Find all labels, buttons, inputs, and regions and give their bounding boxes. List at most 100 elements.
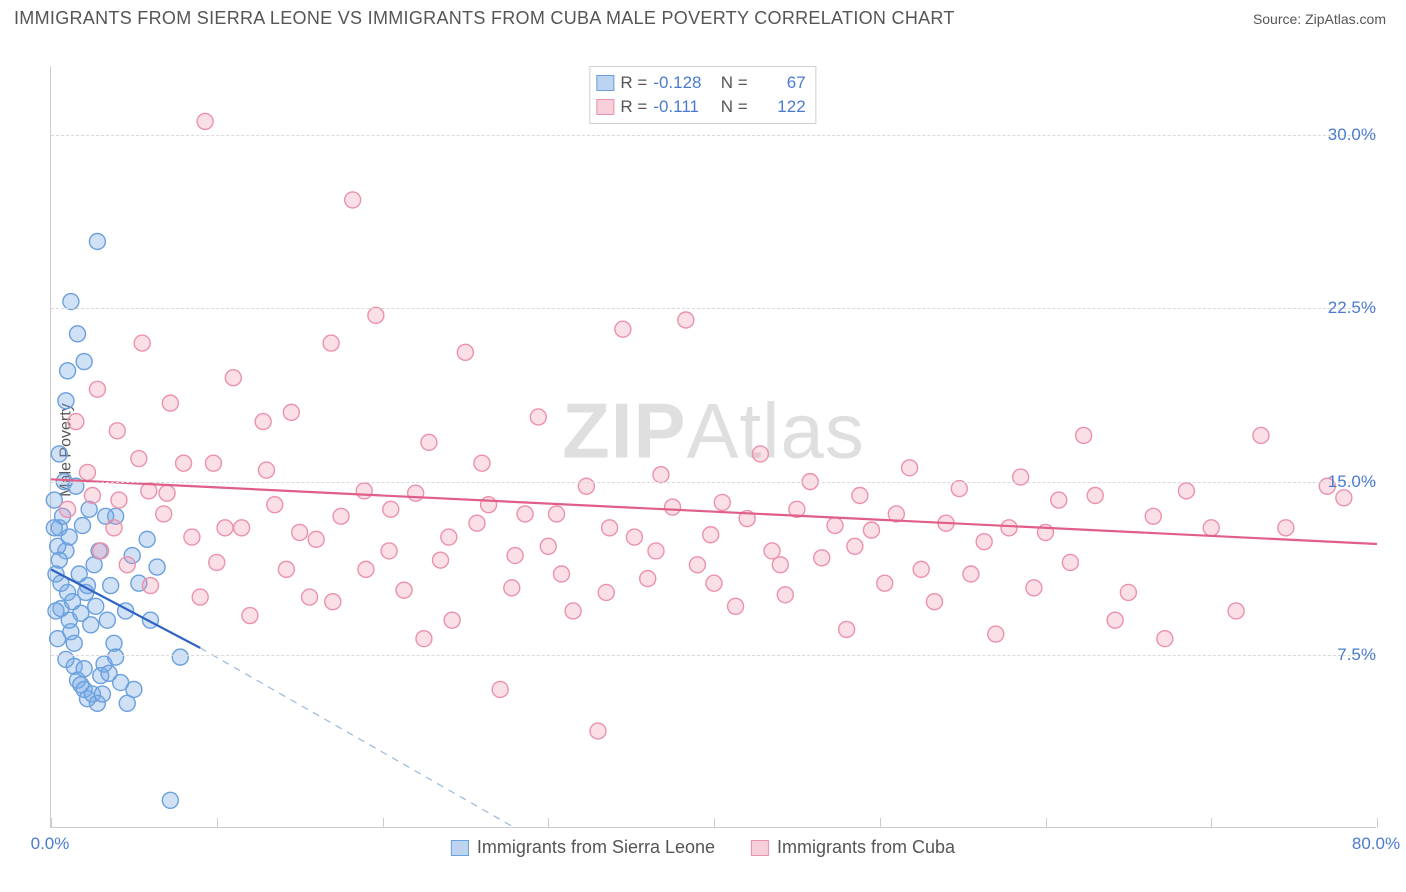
scatter-point-cuba: [323, 335, 339, 351]
scatter-point-cuba: [1336, 490, 1352, 506]
scatter-point-cuba: [469, 515, 485, 531]
scatter-point-cuba: [292, 524, 308, 540]
chart-title: IMMIGRANTS FROM SIERRA LEONE VS IMMIGRAN…: [14, 8, 955, 29]
x-tick-label: 80.0%: [1352, 834, 1400, 854]
x-tick-label: 0.0%: [31, 834, 70, 854]
scatter-point-sierra_leone: [61, 529, 77, 545]
scatter-point-cuba: [902, 460, 918, 476]
scatter-point-cuba: [706, 575, 722, 591]
trend-line-dash-sierra_leone: [200, 648, 515, 828]
legend-swatch-icon: [596, 75, 614, 91]
scatter-point-cuba: [111, 492, 127, 508]
scatter-point-cuba: [368, 307, 384, 323]
scatter-point-cuba: [383, 501, 399, 517]
scatter-point-sierra_leone: [149, 559, 165, 575]
scatter-point-cuba: [84, 487, 100, 503]
scatter-point-sierra_leone: [139, 531, 155, 547]
scatter-point-sierra_leone: [88, 598, 104, 614]
scatter-point-sierra_leone: [94, 686, 110, 702]
scatter-point-cuba: [242, 608, 258, 624]
scatter-point-cuba: [142, 578, 158, 594]
scatter-point-cuba: [234, 520, 250, 536]
scatter-point-cuba: [131, 451, 147, 467]
scatter-point-cuba: [444, 612, 460, 628]
scatter-point-sierra_leone: [70, 326, 86, 342]
scatter-point-cuba: [517, 506, 533, 522]
scatter-point-cuba: [1253, 427, 1269, 443]
scatter-point-cuba: [325, 594, 341, 610]
scatter-point-cuba: [863, 522, 879, 538]
scatter-point-cuba: [162, 395, 178, 411]
scatter-point-cuba: [507, 548, 523, 564]
scatter-point-cuba: [345, 192, 361, 208]
scatter-point-cuba: [197, 113, 213, 129]
scatter-point-cuba: [877, 575, 893, 591]
scatter-point-cuba: [283, 404, 299, 420]
x-tick-mark: [1377, 818, 1378, 828]
scatter-point-cuba: [963, 566, 979, 582]
x-tick-mark: [880, 818, 881, 828]
y-tick-label: 30.0%: [1328, 125, 1376, 145]
scatter-point-cuba: [396, 582, 412, 598]
scatter-point-cuba: [602, 520, 618, 536]
scatter-point-cuba: [565, 603, 581, 619]
scatter-point-cuba: [913, 561, 929, 577]
scatter-point-cuba: [540, 538, 556, 554]
scatter-point-cuba: [119, 557, 135, 573]
scatter-point-cuba: [205, 455, 221, 471]
scatter-point-sierra_leone: [99, 612, 115, 628]
scatter-point-sierra_leone: [63, 294, 79, 310]
source-label: Source:: [1253, 11, 1305, 27]
scatter-point-cuba: [926, 594, 942, 610]
stats-row-sierra_leone: R = -0.128 N = 67: [596, 71, 805, 95]
scatter-point-sierra_leone: [172, 649, 188, 665]
scatter-point-sierra_leone: [46, 520, 62, 536]
scatter-point-cuba: [356, 483, 372, 499]
scatter-point-cuba: [106, 520, 122, 536]
scatter-point-cuba: [615, 321, 631, 337]
chart-container: Male Poverty ZIPAtlas R = -0.128 N = 67R…: [14, 40, 1392, 860]
scatter-point-cuba: [530, 409, 546, 425]
scatter-point-sierra_leone: [60, 363, 76, 379]
scatter-point-cuba: [308, 531, 324, 547]
scatter-point-cuba: [457, 344, 473, 360]
y-tick-label: 22.5%: [1328, 298, 1376, 318]
scatter-point-cuba: [653, 467, 669, 483]
source-attribution: Source: ZipAtlas.com: [1253, 11, 1386, 27]
scatter-point-cuba: [358, 561, 374, 577]
scatter-point-cuba: [640, 571, 656, 587]
scatter-point-cuba: [1178, 483, 1194, 499]
x-tick-mark: [51, 818, 52, 828]
scatter-point-cuba: [988, 626, 1004, 642]
scatter-point-cuba: [678, 312, 694, 328]
scatter-point-cuba: [159, 485, 175, 501]
legend-swatch-icon: [451, 840, 469, 856]
stats-n-value: 122: [754, 95, 806, 119]
x-tick-mark: [217, 818, 218, 828]
scatter-point-sierra_leone: [51, 552, 67, 568]
source-link[interactable]: ZipAtlas.com: [1305, 11, 1386, 27]
stats-n-label: N =: [711, 95, 747, 119]
scatter-point-cuba: [79, 464, 95, 480]
scatter-point-cuba: [703, 527, 719, 543]
scatter-point-cuba: [598, 584, 614, 600]
scatter-point-sierra_leone: [66, 635, 82, 651]
scatter-point-sierra_leone: [73, 605, 89, 621]
scatter-point-cuba: [1278, 520, 1294, 536]
scatter-point-sierra_leone: [48, 603, 64, 619]
scatter-point-cuba: [814, 550, 830, 566]
scatter-point-cuba: [381, 543, 397, 559]
scatter-point-sierra_leone: [74, 518, 90, 534]
scatter-point-cuba: [492, 681, 508, 697]
stats-n-value: 67: [754, 71, 806, 95]
legend-item-sierra_leone: Immigrants from Sierra Leone: [451, 837, 715, 858]
scatter-point-cuba: [333, 508, 349, 524]
scatter-point-sierra_leone: [108, 649, 124, 665]
scatter-point-sierra_leone: [103, 578, 119, 594]
gridline-h: [51, 482, 1376, 483]
scatter-point-cuba: [89, 381, 105, 397]
stats-r-value: -0.128: [653, 71, 705, 95]
legend-label: Immigrants from Cuba: [777, 837, 955, 858]
scatter-point-cuba: [209, 554, 225, 570]
scatter-point-cuba: [433, 552, 449, 568]
